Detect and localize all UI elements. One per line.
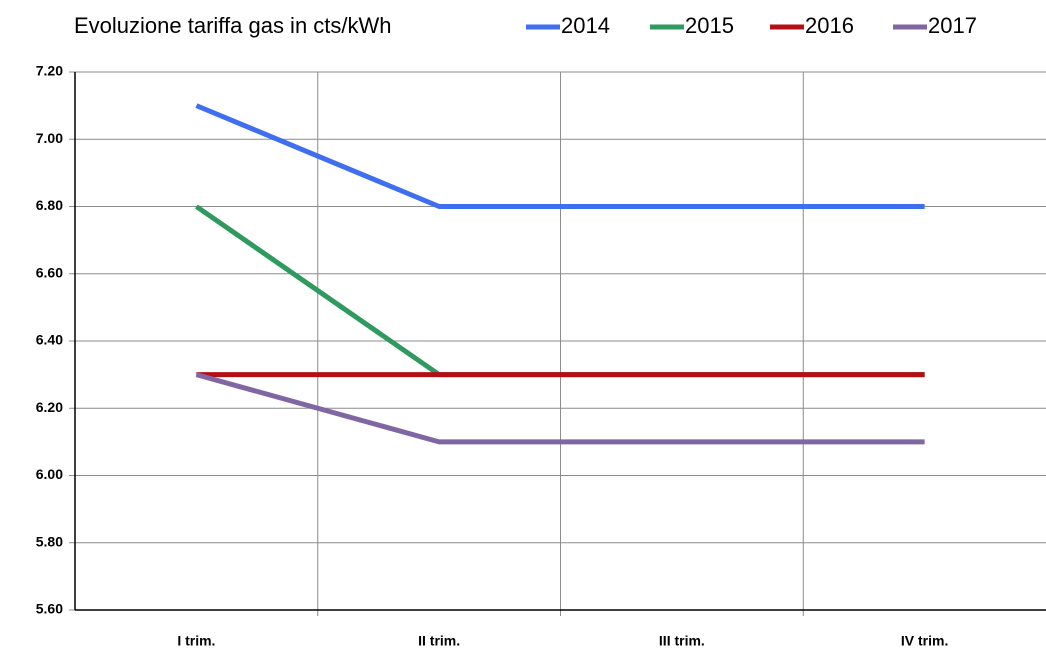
x-tick-label: I trim. (177, 633, 215, 648)
y-tick-label: 7.20 (36, 63, 63, 79)
y-tick-label: 5.60 (36, 601, 63, 617)
legend-label: 2014 (561, 13, 610, 38)
legend-label: 2016 (805, 13, 854, 38)
chart-title: Evoluzione tariffa gas in cts/kWh (74, 13, 392, 38)
y-tick-label: 5.80 (36, 533, 63, 549)
series-line (195, 103, 925, 209)
x-tick-label: III trim. (659, 633, 705, 648)
y-tick-label: 6.20 (36, 399, 63, 415)
y-tick-label: 6.80 (36, 197, 63, 213)
y-tick-label: 7.00 (36, 130, 63, 146)
y-tick-label: 6.60 (36, 264, 63, 280)
series-line (195, 372, 925, 445)
y-tick-label: 6.00 (36, 466, 63, 482)
legend-label: 2017 (928, 13, 977, 38)
x-tick-label: IV trim. (901, 633, 948, 648)
x-tick-label: II trim. (418, 633, 460, 648)
legend-label: 2015 (685, 13, 734, 38)
y-tick-label: 6.40 (36, 332, 63, 348)
